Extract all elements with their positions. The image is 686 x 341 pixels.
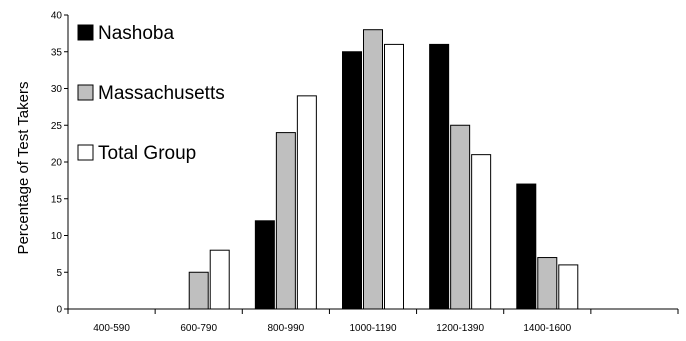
bar-nashoba [254, 220, 275, 310]
y-tick-label: 10 [51, 231, 63, 242]
y-axis: 0 5 10 15 20 25 30 35 40 [51, 11, 69, 316]
x-tick-label: 1400-1600 [523, 323, 571, 334]
bar-massachusetts [275, 132, 296, 310]
y-tick-label: 40 [51, 11, 63, 22]
bar-total-group [209, 249, 230, 310]
bar-total-group [296, 95, 317, 310]
bar-massachusetts [450, 124, 471, 310]
bar-nashoba [516, 183, 537, 310]
legend: Nashoba Massachusetts Total Group [77, 23, 225, 164]
y-tick-label: 30 [51, 84, 63, 95]
bar-massachusetts [363, 29, 383, 310]
legend-swatch [77, 84, 94, 101]
legend-label: Massachusetts [98, 83, 225, 104]
y-tick-label: 20 [51, 158, 63, 169]
x-tick-label: 1000-1190 [349, 323, 397, 334]
y-tick-label: 35 [51, 47, 63, 58]
y-tick-label: 25 [51, 121, 63, 132]
x-tick-label: 600-790 [180, 323, 217, 334]
legend-swatch [77, 24, 94, 41]
bar-total-group [471, 154, 492, 310]
y-tick-label: 15 [51, 194, 63, 205]
bar-nashoba [342, 51, 362, 310]
bar-massachusetts [188, 271, 209, 310]
y-tick-label: 0 [56, 305, 62, 316]
y-tick-label: 5 [56, 268, 62, 279]
legend-swatch [77, 144, 94, 161]
x-tick-label: 800-990 [268, 323, 305, 334]
bar-total-group [384, 43, 404, 310]
x-tick-label: 1200-1390 [436, 323, 484, 334]
legend-label: Nashoba [98, 23, 174, 44]
bar-total-group [558, 264, 579, 310]
y-axis-title: Percentage of Test Takers [15, 82, 32, 255]
bar-massachusetts [537, 257, 558, 310]
x-axis: 400-590 600-790 800-990 1000-1190 1200-1390 1… [67, 308, 679, 334]
bars [188, 29, 579, 310]
x-tick-label: 400-590 [93, 323, 130, 334]
legend-label: Total Group [98, 143, 196, 164]
bar-nashoba [429, 43, 450, 310]
